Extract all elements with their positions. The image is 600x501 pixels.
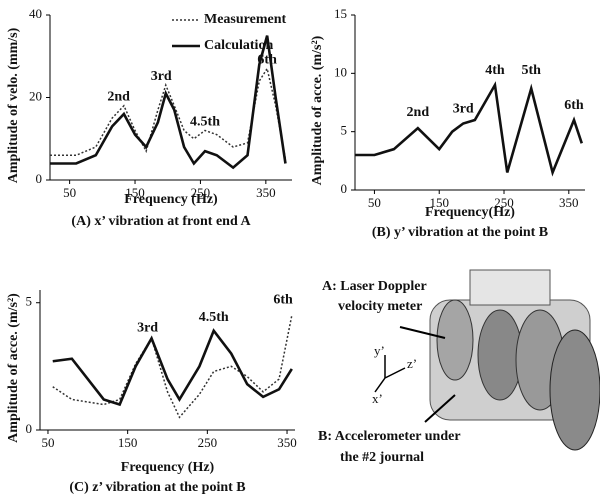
annotation: 4.5th [199, 310, 229, 325]
y-axis-label: Amplitude of acce. (m/s²) [6, 293, 21, 443]
x-tick-label: 250 [198, 435, 218, 450]
label-b: the #2 journal [340, 450, 424, 465]
x-tick-label: 50 [368, 195, 381, 210]
chart-title: (B) y’ vibration at the point B [372, 225, 548, 240]
engine-part [550, 330, 600, 450]
legend-label: Measurement [204, 12, 286, 27]
y-tick-label: 15 [334, 6, 347, 21]
axis-arrow [375, 378, 385, 392]
engine-top [470, 270, 550, 305]
annotation: 5th [521, 63, 541, 78]
y-tick-label: 0 [341, 181, 348, 196]
y-axis-label: Amplitude of velo. (mm/s) [6, 27, 21, 183]
annotation: 3rd [137, 320, 158, 335]
x-axis-label: Frequency(Hz) [425, 205, 515, 220]
annotation: 4.5th [190, 114, 220, 129]
annotation: 6th [257, 53, 277, 68]
annotation: 6th [564, 98, 584, 113]
label-a: velocity meter [338, 299, 422, 314]
series-line [50, 36, 285, 168]
x-tick-label: 150 [118, 435, 138, 450]
chart-title: (C) z’ vibration at the point B [69, 480, 245, 495]
annotation: 2nd [407, 105, 430, 120]
x-tick-label: 350 [256, 185, 276, 200]
y-tick-label: 0 [36, 171, 43, 186]
series-line [53, 331, 292, 405]
axis-label: z’ [407, 356, 417, 371]
y-tick-label: 5 [341, 123, 348, 138]
y-tick-label: 40 [29, 6, 42, 21]
label-a: A: Laser Doppler [322, 279, 427, 294]
axis-label: x’ [372, 391, 383, 406]
x-tick-label: 50 [63, 185, 76, 200]
annotation: 3rd [151, 69, 172, 84]
x-tick-label: 350 [277, 435, 297, 450]
annotation: 3rd [453, 102, 474, 117]
x-tick-label: 50 [41, 435, 54, 450]
x-axis-label: Frequency (Hz) [121, 460, 215, 475]
chart-title: (A) x’ vibration at front end A [71, 214, 251, 229]
y-tick-label: 10 [334, 64, 347, 79]
series-line [53, 315, 292, 417]
annotation: 4th [485, 63, 505, 78]
annotation: 6th [273, 292, 293, 307]
series-line [355, 85, 582, 173]
label-b: B: Accelerometer under [318, 429, 461, 444]
legend-label: Calculation [204, 38, 273, 53]
engine-part [478, 310, 522, 400]
engine-part [437, 300, 473, 380]
y-axis-label: Amplitude of acce. (m/s²) [310, 35, 325, 185]
engine-diagram: A: Laser Doppler velocity meter B: Accel… [318, 270, 600, 465]
y-tick-label: 5 [26, 294, 33, 309]
axis-arrow [385, 368, 405, 378]
x-tick-label: 350 [559, 195, 579, 210]
axis-label: y’ [374, 343, 385, 358]
y-tick-label: 20 [29, 88, 42, 103]
y-tick-label: 0 [26, 421, 33, 436]
figure: A: Laser Doppler velocity meter B: Accel… [0, 0, 600, 501]
x-axis-label: Frequency (Hz) [124, 192, 218, 207]
annotation: 2nd [107, 90, 130, 105]
